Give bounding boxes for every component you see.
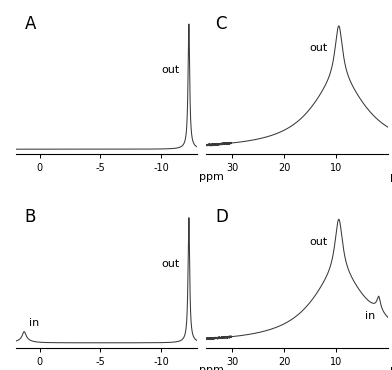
Text: ppm: ppm: [199, 172, 224, 182]
Text: out: out: [309, 237, 327, 247]
Text: ppm: ppm: [390, 366, 392, 370]
Text: ppm: ppm: [199, 366, 224, 370]
Text: C: C: [216, 15, 227, 33]
Text: in: in: [29, 318, 39, 328]
Text: ppm: ppm: [390, 172, 392, 182]
Text: out: out: [162, 65, 180, 75]
Text: A: A: [25, 15, 36, 33]
Text: D: D: [216, 208, 229, 226]
Text: out: out: [309, 43, 327, 53]
Text: in: in: [365, 311, 375, 321]
Text: out: out: [162, 259, 180, 269]
Text: B: B: [25, 208, 36, 226]
